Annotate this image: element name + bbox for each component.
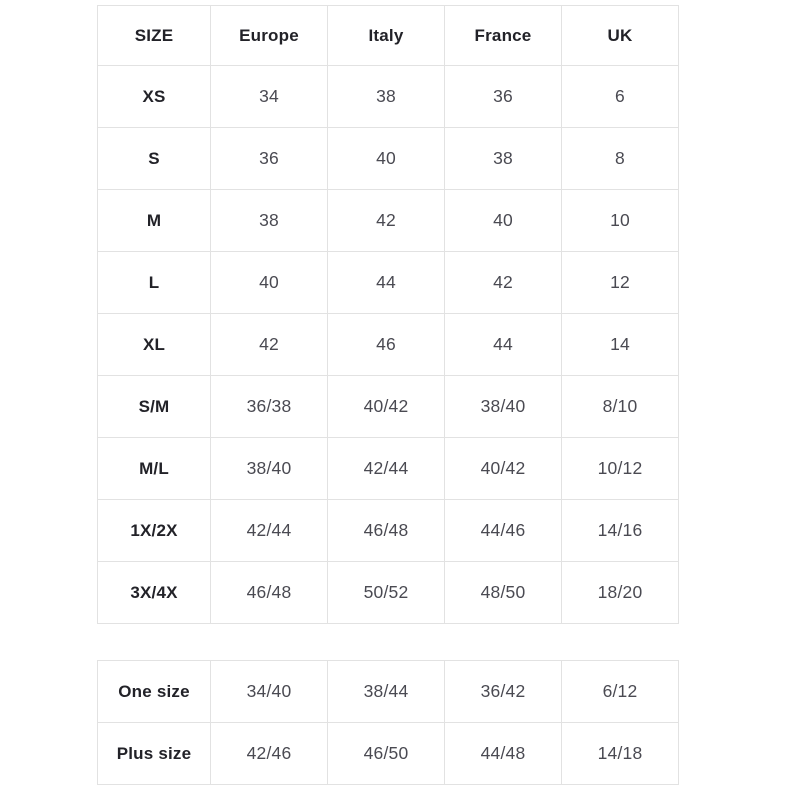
cell-europe: 40 bbox=[210, 251, 328, 314]
column-header-europe: Europe bbox=[210, 5, 328, 66]
cell-italy: 46/48 bbox=[327, 499, 445, 562]
table-row: S 36 40 38 8 bbox=[97, 127, 679, 190]
size-label: XL bbox=[97, 313, 211, 376]
cell-france: 44 bbox=[444, 313, 562, 376]
cell-europe: 36/38 bbox=[210, 375, 328, 438]
size-label: XS bbox=[97, 65, 211, 128]
table-row: Plus size 42/46 46/50 44/48 14/18 bbox=[97, 722, 679, 785]
cell-europe: 42/44 bbox=[210, 499, 328, 562]
cell-italy: 42 bbox=[327, 189, 445, 252]
cell-uk: 18/20 bbox=[561, 561, 679, 624]
cell-italy: 38/44 bbox=[327, 660, 445, 723]
cell-uk: 8 bbox=[561, 127, 679, 190]
column-header-size: SIZE bbox=[97, 5, 211, 66]
size-label: M bbox=[97, 189, 211, 252]
cell-europe: 34 bbox=[210, 65, 328, 128]
table-row: L 40 44 42 12 bbox=[97, 251, 679, 314]
size-conversion-table: SIZE Europe Italy France UK XS 34 38 36 … bbox=[97, 5, 679, 624]
cell-europe: 38/40 bbox=[210, 437, 328, 500]
cell-france: 36/42 bbox=[444, 660, 562, 723]
cell-uk: 8/10 bbox=[561, 375, 679, 438]
cell-italy: 40 bbox=[327, 127, 445, 190]
table-row: XL 42 46 44 14 bbox=[97, 313, 679, 376]
table-row: One size 34/40 38/44 36/42 6/12 bbox=[97, 660, 679, 723]
cell-italy: 40/42 bbox=[327, 375, 445, 438]
size-label: S bbox=[97, 127, 211, 190]
size-label: Plus size bbox=[97, 722, 211, 785]
column-header-france: France bbox=[444, 5, 562, 66]
cell-europe: 46/48 bbox=[210, 561, 328, 624]
table-row: XS 34 38 36 6 bbox=[97, 65, 679, 128]
cell-italy: 46 bbox=[327, 313, 445, 376]
cell-italy: 38 bbox=[327, 65, 445, 128]
cell-uk: 14/18 bbox=[561, 722, 679, 785]
cell-uk: 6/12 bbox=[561, 660, 679, 723]
cell-europe: 36 bbox=[210, 127, 328, 190]
cell-uk: 10 bbox=[561, 189, 679, 252]
cell-france: 48/50 bbox=[444, 561, 562, 624]
cell-france: 36 bbox=[444, 65, 562, 128]
size-label: One size bbox=[97, 660, 211, 723]
cell-france: 38/40 bbox=[444, 375, 562, 438]
cell-europe: 42/46 bbox=[210, 722, 328, 785]
cell-uk: 12 bbox=[561, 251, 679, 314]
cell-italy: 44 bbox=[327, 251, 445, 314]
table-row: 1X/2X 42/44 46/48 44/46 14/16 bbox=[97, 499, 679, 562]
table-row: 3X/4X 46/48 50/52 48/50 18/20 bbox=[97, 561, 679, 624]
size-label: 1X/2X bbox=[97, 499, 211, 562]
table-row: S/M 36/38 40/42 38/40 8/10 bbox=[97, 375, 679, 438]
cell-uk: 6 bbox=[561, 65, 679, 128]
header-row: SIZE Europe Italy France UK bbox=[97, 5, 679, 66]
column-header-uk: UK bbox=[561, 5, 679, 66]
size-label: L bbox=[97, 251, 211, 314]
cell-france: 38 bbox=[444, 127, 562, 190]
column-header-italy: Italy bbox=[327, 5, 445, 66]
table-row: M 38 42 40 10 bbox=[97, 189, 679, 252]
special-sizes-table: One size 34/40 38/44 36/42 6/12 Plus siz… bbox=[97, 660, 679, 785]
cell-italy: 46/50 bbox=[327, 722, 445, 785]
cell-france: 44/46 bbox=[444, 499, 562, 562]
size-label: S/M bbox=[97, 375, 211, 438]
cell-italy: 50/52 bbox=[327, 561, 445, 624]
cell-france: 42 bbox=[444, 251, 562, 314]
cell-france: 40 bbox=[444, 189, 562, 252]
cell-europe: 38 bbox=[210, 189, 328, 252]
cell-uk: 10/12 bbox=[561, 437, 679, 500]
cell-europe: 34/40 bbox=[210, 660, 328, 723]
table-row: M/L 38/40 42/44 40/42 10/12 bbox=[97, 437, 679, 500]
size-label: 3X/4X bbox=[97, 561, 211, 624]
cell-uk: 14 bbox=[561, 313, 679, 376]
cell-uk: 14/16 bbox=[561, 499, 679, 562]
cell-france: 40/42 bbox=[444, 437, 562, 500]
cell-france: 44/48 bbox=[444, 722, 562, 785]
cell-europe: 42 bbox=[210, 313, 328, 376]
cell-italy: 42/44 bbox=[327, 437, 445, 500]
size-label: M/L bbox=[97, 437, 211, 500]
table-gap bbox=[97, 624, 800, 660]
